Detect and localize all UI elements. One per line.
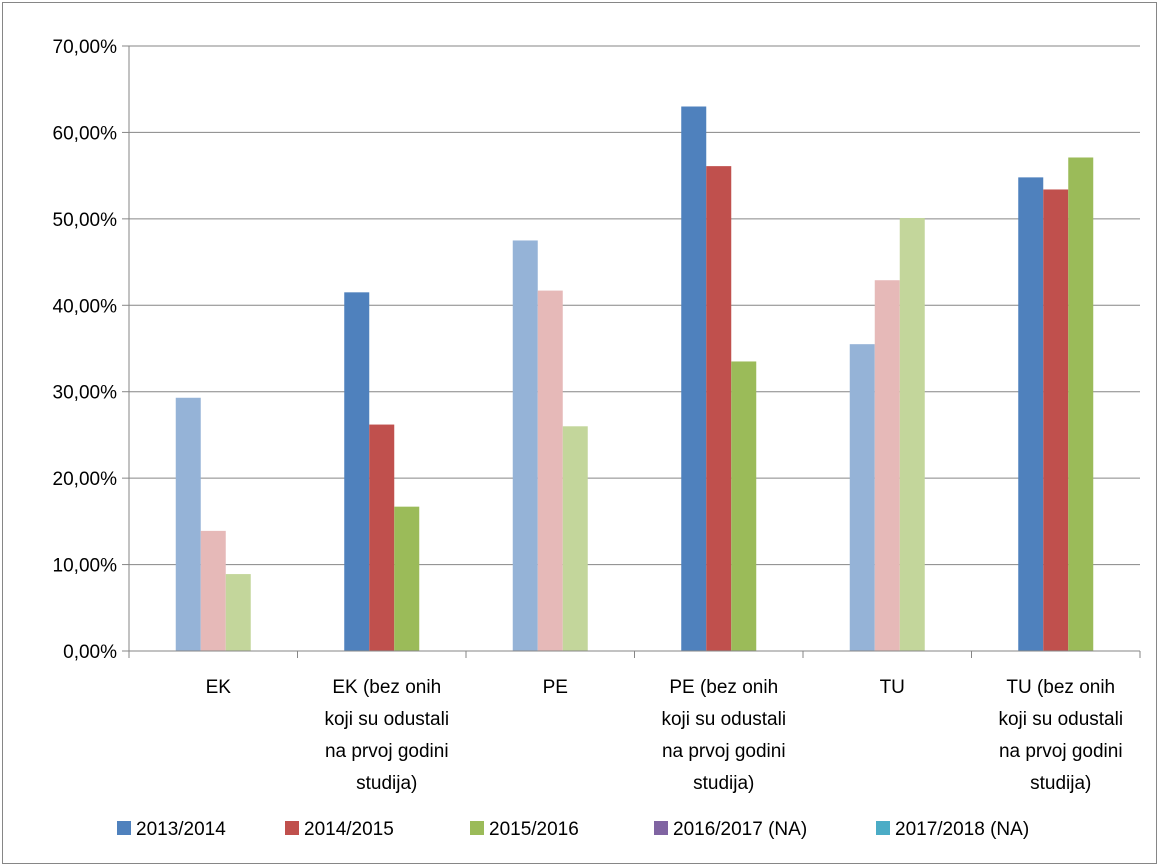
x-axis-category-labels: EK EK (bez onih koji su odustali na prvoj g… [206, 677, 1123, 794]
axes [128, 46, 1141, 658]
legend-label: 2017/2018 (NA) [895, 819, 1029, 840]
y-tick-label: 70,00% [53, 37, 118, 58]
bar-2013-2014-2 [512, 240, 538, 651]
bar-2014-2015-4 [874, 280, 900, 651]
y-tick-label: 30,00% [53, 383, 118, 404]
legend-label: 2015/2016 [489, 819, 579, 840]
bar-2013-2014-3 [681, 106, 707, 651]
bar-2013-2014-5 [1018, 177, 1044, 651]
y-tick-label: 10,00% [53, 556, 118, 577]
x-category-label: TU (bez onih [1006, 677, 1115, 698]
x-category-label: studija) [356, 773, 417, 794]
x-category-label: EK [206, 677, 232, 698]
bar-2013-2014-1 [344, 292, 370, 651]
bar-chart: 0,00% 10,00% 20,00% 30,00% 40,00% 50,00% 60,00… [53, 37, 1141, 840]
x-category-label: koji su odustali [324, 709, 449, 730]
bar-2014-2015-0 [200, 530, 226, 651]
x-category-label: na prvoj godini [999, 741, 1123, 762]
bar-2014-2015-5 [1043, 189, 1069, 651]
bar-2015-2016-3 [731, 361, 757, 651]
y-tick-label: 20,00% [53, 469, 118, 490]
y-axis-tick-labels: 0,00% 10,00% 20,00% 30,00% 40,00% 50,00% 60,00… [53, 37, 118, 663]
bar-2013-2014-0 [175, 397, 201, 651]
y-tick-label: 40,00% [53, 296, 118, 317]
bar-2015-2016-1 [394, 506, 420, 651]
legend-label: 2014/2015 [304, 819, 394, 840]
bar-2014-2015-1 [369, 424, 395, 651]
y-tick-label: 60,00% [53, 123, 118, 144]
bars [175, 106, 1094, 651]
legend-swatch [117, 821, 131, 835]
x-category-label: TU [880, 677, 905, 698]
legend-swatch [876, 821, 890, 835]
legend-swatch [654, 821, 668, 835]
x-category-label: EK (bez onih [332, 677, 441, 698]
bar-2014-2015-3 [706, 166, 732, 651]
legend-label: 2016/2017 (NA) [673, 819, 807, 840]
x-category-label: koji su odustali [998, 709, 1123, 730]
x-category-label: studija) [693, 773, 754, 794]
bar-2014-2015-2 [537, 290, 563, 651]
bar-2013-2014-4 [849, 344, 875, 651]
x-category-label: PE [543, 677, 568, 698]
x-category-label: na prvoj godini [325, 741, 449, 762]
gridlines [122, 45, 1140, 652]
x-category-label: studija) [1030, 773, 1091, 794]
y-tick-label: 0,00% [63, 642, 117, 663]
legend-label: 2013/2014 [136, 819, 226, 840]
x-category-label: PE (bez onih [669, 677, 778, 698]
x-category-label: na prvoj godini [662, 741, 786, 762]
bar-2015-2016-4 [899, 217, 925, 651]
bar-2015-2016-5 [1068, 157, 1094, 651]
legend: 2013/2014 2014/2015 2015/2016 2016/2017 (NA… [117, 819, 1029, 840]
legend-swatch [285, 821, 299, 835]
legend-swatch [470, 821, 484, 835]
bar-2015-2016-2 [562, 426, 588, 651]
y-tick-label: 50,00% [53, 210, 118, 231]
x-category-label: koji su odustali [661, 709, 786, 730]
bar-2015-2016-0 [225, 574, 251, 651]
